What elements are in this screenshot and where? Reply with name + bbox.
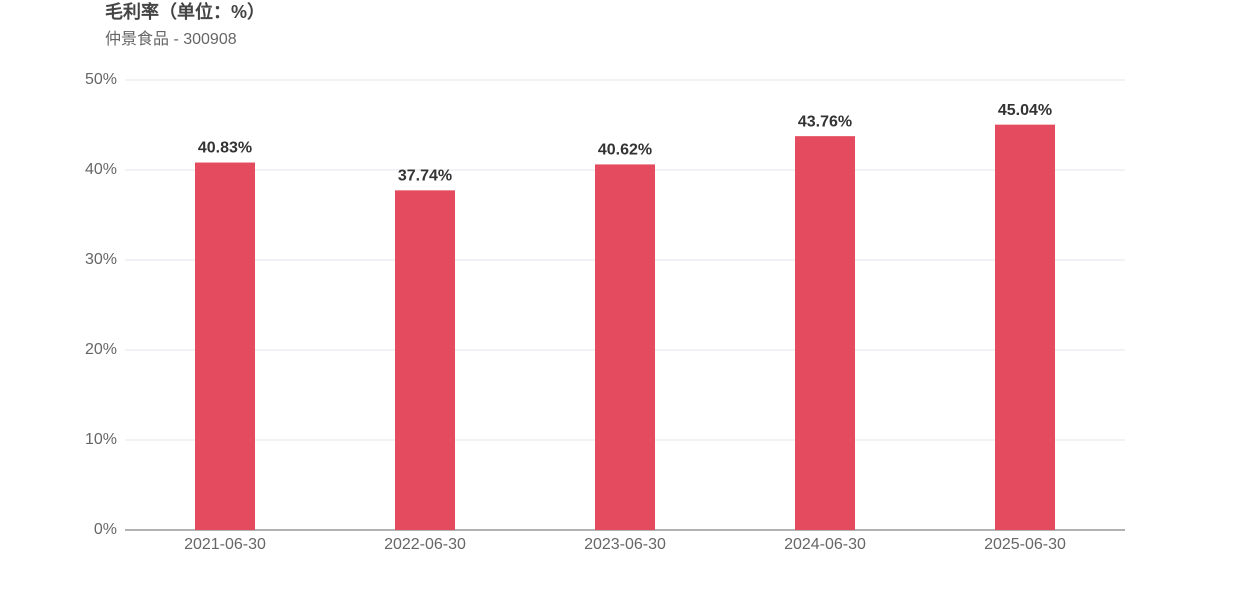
bar bbox=[595, 164, 655, 531]
y-tick-label: 20% bbox=[85, 341, 117, 358]
y-tick-label: 0% bbox=[94, 521, 117, 538]
x-tick-label: 2025-06-30 bbox=[984, 536, 1066, 553]
bar bbox=[395, 190, 455, 530]
chart-subtitle: 仲景食品 - 300908 bbox=[105, 30, 237, 48]
value-label: 40.62% bbox=[598, 142, 652, 159]
y-tick-label: 50% bbox=[85, 71, 117, 88]
x-tick-label: 2022-06-30 bbox=[384, 536, 466, 553]
y-tick-label: 40% bbox=[85, 161, 117, 178]
chart-title: 毛利率（单位：%） bbox=[105, 1, 265, 22]
value-label: 45.04% bbox=[998, 102, 1052, 119]
y-tick-label: 30% bbox=[85, 251, 117, 268]
x-tick-label: 2023-06-30 bbox=[584, 536, 666, 553]
x-tick-label: 2024-06-30 bbox=[784, 536, 866, 553]
y-tick-label: 10% bbox=[85, 431, 117, 448]
bar bbox=[995, 124, 1055, 530]
value-label: 40.83% bbox=[198, 140, 252, 157]
value-label: 37.74% bbox=[398, 168, 452, 185]
value-label: 43.76% bbox=[798, 113, 852, 130]
x-tick-label: 2021-06-30 bbox=[184, 536, 266, 553]
bar bbox=[195, 162, 255, 530]
bar bbox=[795, 136, 855, 530]
